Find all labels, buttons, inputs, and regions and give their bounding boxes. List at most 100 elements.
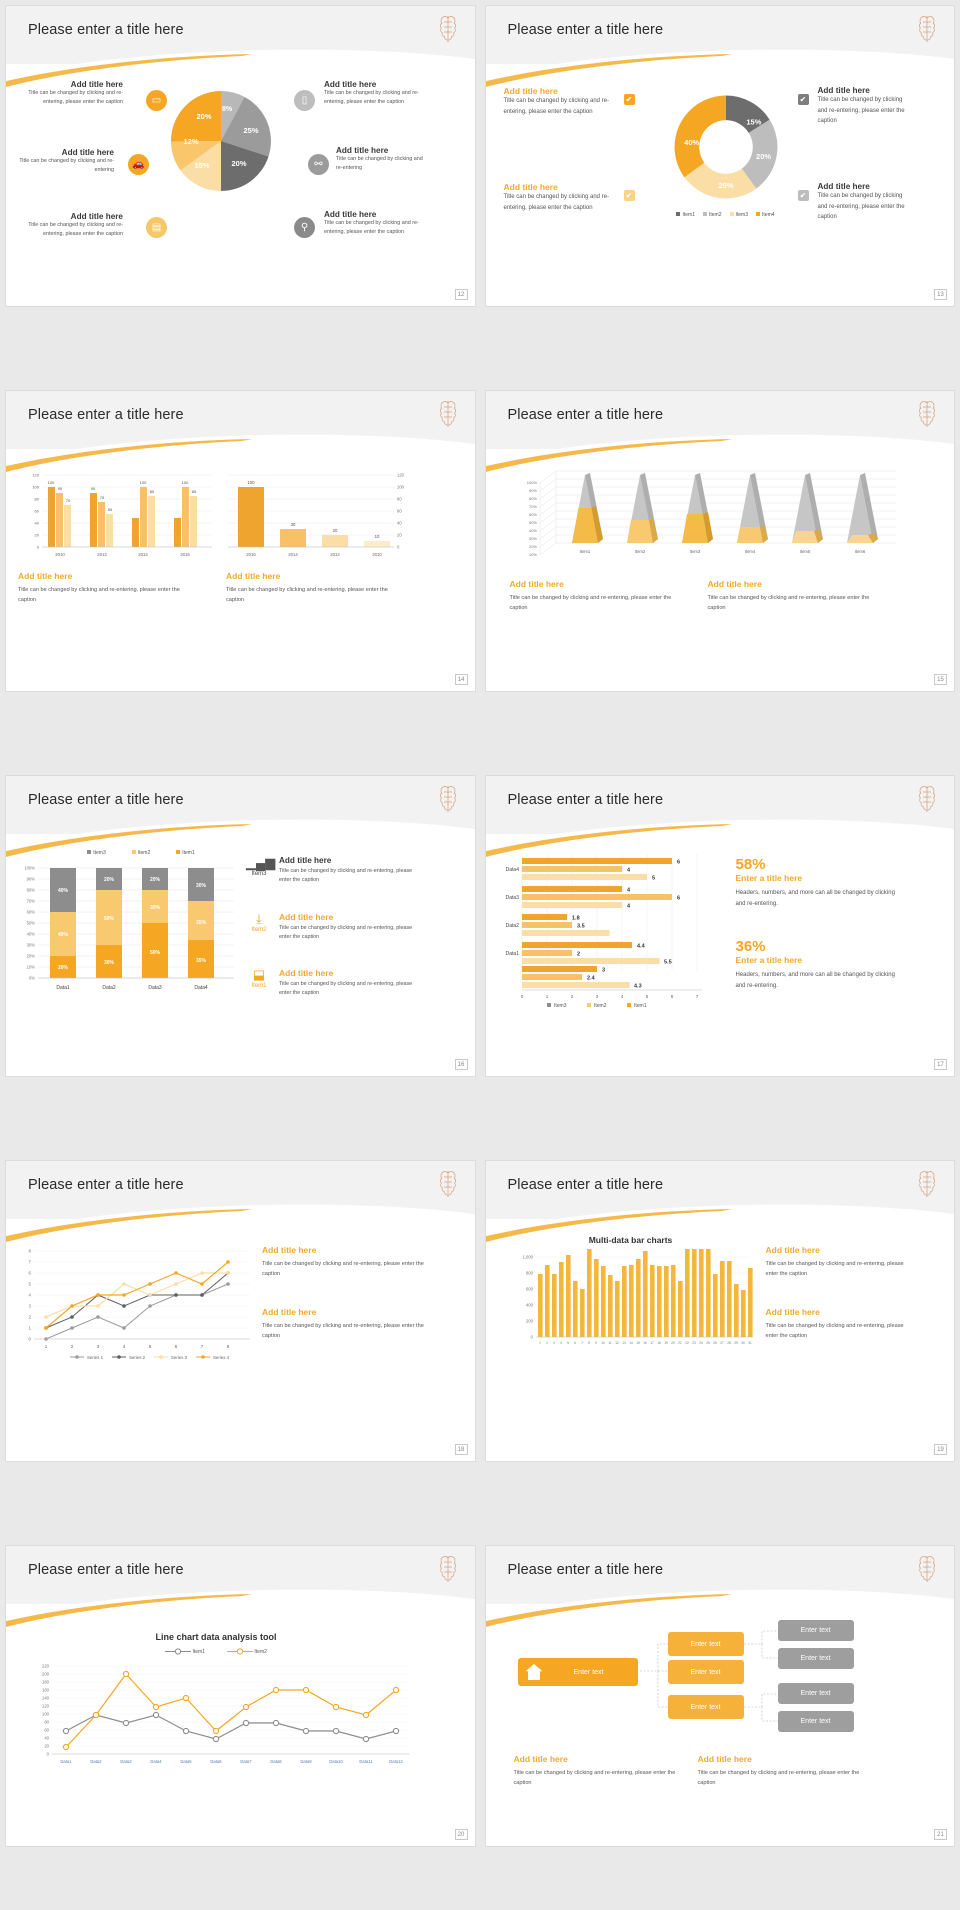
svg-text:60%: 60% xyxy=(27,910,36,915)
svg-text:Data4: Data4 xyxy=(194,985,208,991)
slide-14[interactable]: Please enter a title here 120 100 80 xyxy=(6,391,475,691)
svg-text:1: 1 xyxy=(539,1341,541,1345)
svg-text:120: 120 xyxy=(42,1704,50,1709)
svg-text:Data4: Data4 xyxy=(150,1759,162,1764)
slide-body: Line chart data analysis tool Item1 Item… xyxy=(6,1604,475,1846)
flow-mid-node[interactable]: Enter text xyxy=(667,1695,744,1719)
svg-text:100%: 100% xyxy=(526,480,537,485)
svg-text:23: 23 xyxy=(692,1341,696,1345)
caption-body: Title can be changed by clicking and re-… xyxy=(18,587,180,604)
svg-text:90%: 90% xyxy=(528,488,536,493)
svg-text:100%: 100% xyxy=(24,866,35,871)
caption-body: Title can be changed by clicking and re-… xyxy=(28,222,123,238)
svg-text:4: 4 xyxy=(28,1293,31,1298)
page-title: Please enter a title here xyxy=(507,1562,664,1578)
brain-icon xyxy=(919,16,935,42)
legend-item: Item2 xyxy=(131,850,150,856)
brain-icon xyxy=(439,16,456,42)
page-title: Please enter a title here xyxy=(507,1177,664,1193)
svg-text:4: 4 xyxy=(627,888,631,894)
flow-mid-node[interactable]: Enter text xyxy=(667,1660,744,1684)
legend-item: Item2 xyxy=(702,212,722,218)
flow-leaf-node[interactable]: Enter text xyxy=(777,1683,854,1704)
pie-label: 8% xyxy=(222,106,233,113)
svg-text:1,000: 1,000 xyxy=(522,1255,533,1260)
checkbox-icon[interactable]: ✔ xyxy=(797,94,809,105)
svg-text:Series 4: Series 4 xyxy=(213,1355,230,1360)
slide-18[interactable]: Please enter a title here 8 7 6 xyxy=(6,1161,475,1461)
chart-legend: Item1 Item2 xyxy=(6,1648,426,1655)
svg-text:Item6: Item6 xyxy=(854,549,865,554)
caption-body: Title can be changed by clicking and re-… xyxy=(503,98,610,115)
svg-text:80: 80 xyxy=(397,497,402,502)
svg-text:2010: 2010 xyxy=(55,552,65,557)
svg-text:24: 24 xyxy=(699,1341,703,1345)
svg-text:60: 60 xyxy=(35,509,40,514)
svg-text:1: 1 xyxy=(45,1344,48,1349)
page-title: Please enter a title here xyxy=(28,22,184,38)
svg-text:30: 30 xyxy=(291,522,296,527)
caption-title: Add title here xyxy=(765,1245,820,1255)
svg-text:4.3: 4.3 xyxy=(634,984,642,990)
svg-text:90: 90 xyxy=(58,486,63,491)
stacked-bar-chart: 100% 90% 80% 70% 60% 50% 40% 30% 20% 10% 0% 20%… xyxy=(24,866,234,991)
svg-text:Item2: Item2 xyxy=(594,1003,607,1009)
svg-text:11: 11 xyxy=(608,1341,612,1345)
svg-text:40%: 40% xyxy=(528,528,536,533)
accent-swoosh xyxy=(6,1594,302,1634)
flow-leaf-node[interactable]: Enter text xyxy=(777,1620,854,1641)
brain-icon xyxy=(439,1556,456,1582)
accent-swoosh xyxy=(6,54,302,94)
accent-swoosh xyxy=(485,824,782,864)
slide-12[interactable]: Please enter a title here Add title here… xyxy=(6,6,475,306)
svg-text:50%: 50% xyxy=(150,950,161,956)
slide-21[interactable]: Please enter a title here xyxy=(485,1546,955,1846)
slide-16[interactable]: Please enter a title here Item3 Item2 It… xyxy=(6,776,475,1076)
svg-text:Data3: Data3 xyxy=(120,1759,132,1764)
slide-15[interactable]: Please enter a title here xyxy=(485,391,954,691)
svg-text:400: 400 xyxy=(526,1303,534,1308)
flow-root-node[interactable]: Enter text xyxy=(517,1658,638,1686)
flow-leaf-node[interactable]: Enter text xyxy=(777,1648,854,1669)
svg-text:100: 100 xyxy=(397,485,405,490)
checkbox-icon[interactable]: ✔ xyxy=(623,190,635,201)
svg-text:30: 30 xyxy=(741,1341,745,1345)
svg-text:Series 1: Series 1 xyxy=(87,1355,104,1360)
svg-text:2: 2 xyxy=(28,1315,31,1320)
svg-text:4: 4 xyxy=(627,904,631,910)
caption-body: Title can be changed by clicking and re-… xyxy=(262,1323,424,1340)
slide-17[interactable]: Please enter a title here 6 4 5 xyxy=(485,776,954,1076)
svg-text:2: 2 xyxy=(71,1344,74,1349)
svg-text:Data1: Data1 xyxy=(56,985,70,991)
brain-icon xyxy=(919,401,935,427)
svg-text:19: 19 xyxy=(664,1341,668,1345)
slide-20[interactable]: Please enter a title here Line chart dat… xyxy=(6,1546,475,1846)
slide-number: 17 xyxy=(934,1059,947,1070)
legend-item: Item3 xyxy=(87,850,106,856)
pie-label: 25% xyxy=(243,126,258,135)
svg-text:8: 8 xyxy=(28,1249,31,1254)
svg-text:80%: 80% xyxy=(528,496,536,501)
flow-leaf-node[interactable]: Enter text xyxy=(777,1711,854,1732)
caption-body: Title can be changed by clicking and re-… xyxy=(765,1323,904,1340)
flow-mid-node[interactable]: Enter text xyxy=(667,1632,744,1656)
slide-13[interactable]: Please enter a title here Add title here… xyxy=(485,6,954,306)
svg-text:2: 2 xyxy=(546,1341,548,1345)
checkbox-icon[interactable]: ✔ xyxy=(797,190,809,201)
donut-label: 40% xyxy=(684,138,699,147)
checkbox-icon[interactable]: ✔ xyxy=(623,94,635,105)
slide-19[interactable]: Please enter a title here Multi-data bar… xyxy=(485,1161,954,1461)
caption-title: Add title here xyxy=(226,571,281,581)
caption-title: Add title here xyxy=(279,968,334,978)
svg-text:4: 4 xyxy=(627,868,631,874)
donut-label: 25% xyxy=(718,181,733,190)
svg-text:Data8: Data8 xyxy=(270,1759,282,1764)
slide-body: Enter text Enter text Enter text Enter t… xyxy=(486,1604,955,1846)
svg-text:26: 26 xyxy=(713,1341,717,1345)
caption-title: Add title here xyxy=(817,86,870,95)
accent-swoosh xyxy=(485,1594,782,1634)
brain-icon xyxy=(919,1171,935,1197)
svg-text:16: 16 xyxy=(643,1341,647,1345)
svg-text:600: 600 xyxy=(526,1287,534,1292)
svg-text:4: 4 xyxy=(123,1344,126,1349)
